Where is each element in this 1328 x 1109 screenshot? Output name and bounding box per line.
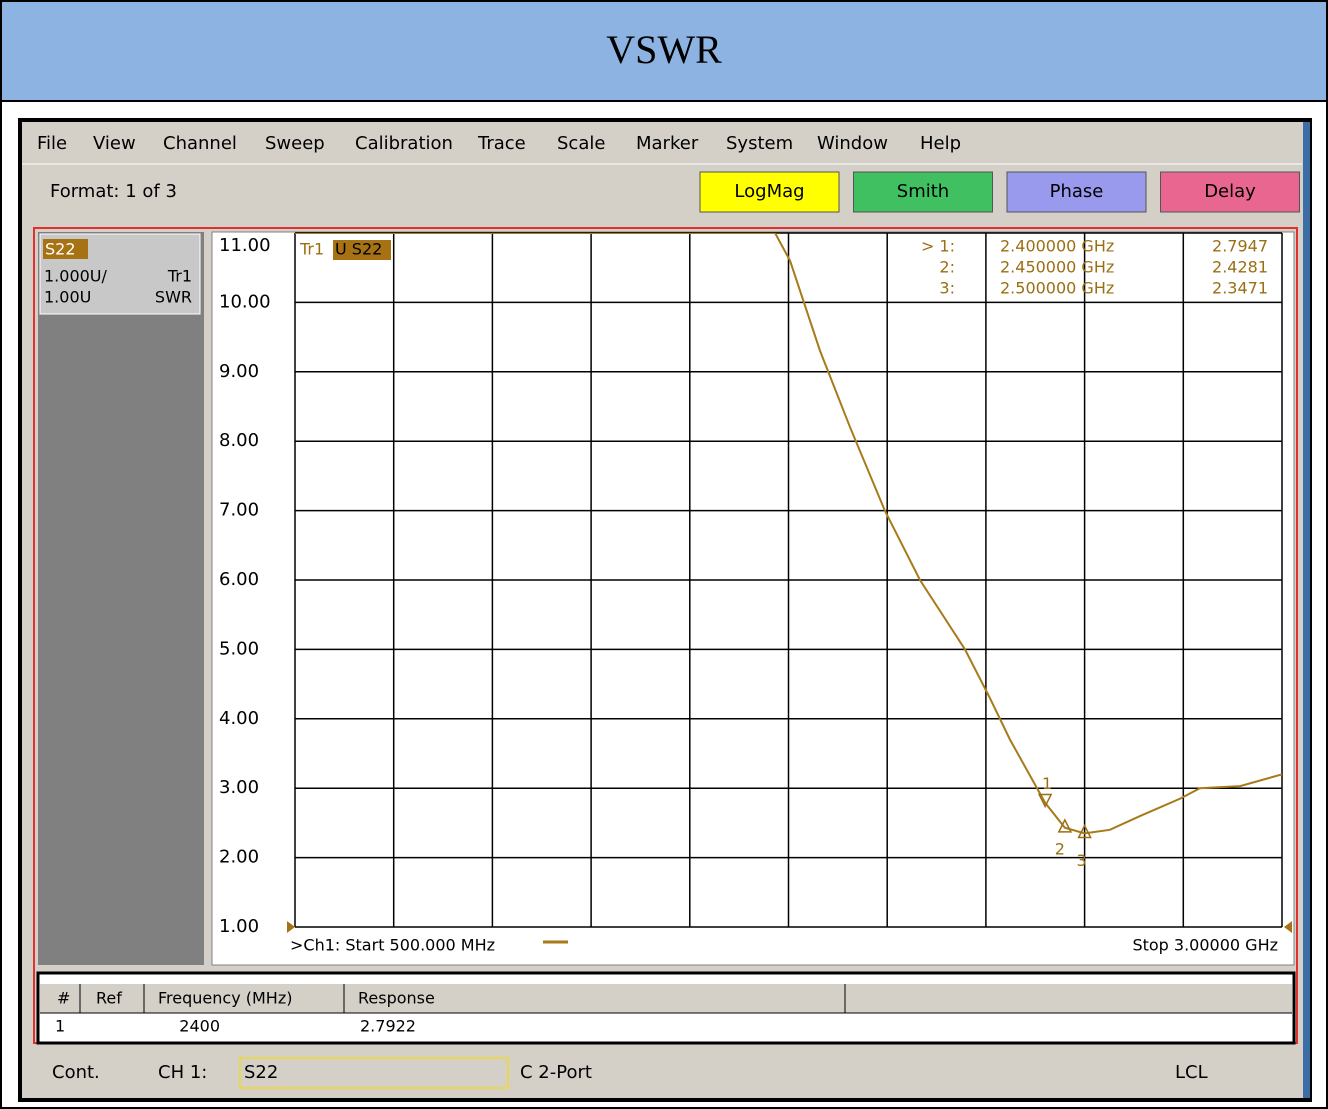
marker [1037, 793, 1053, 809]
menu-item[interactable]: View [93, 133, 136, 154]
y-tick-label: 2.00 [219, 847, 259, 868]
side-ref: 1.00U [44, 288, 91, 307]
menu-item[interactable]: Help [920, 133, 961, 154]
table-header: Frequency (MHz) [158, 989, 292, 1008]
side-scale: 1.000U/ [44, 267, 108, 286]
format-button[interactable] [1006, 171, 1147, 213]
format-button-label[interactable]: Smith [897, 181, 949, 202]
menu-item[interactable]: System [726, 133, 793, 154]
plot-area [211, 231, 1295, 966]
start-label: >Ch1: Start 500.000 MHz [290, 936, 495, 955]
marker-freq: 2.500000 GHz [1000, 279, 1114, 298]
menu-item[interactable]: Trace [477, 133, 526, 154]
y-tick-label: 10.00 [219, 291, 271, 312]
table-header: Ref [96, 989, 122, 1008]
format-button[interactable] [1160, 171, 1300, 213]
menu-item[interactable]: File [37, 133, 67, 154]
marker-number: 1 [1042, 774, 1052, 793]
table-header: # [57, 989, 70, 1008]
marker [1057, 818, 1073, 833]
marker-prefix: 3: [939, 279, 955, 298]
format-label: Format: 1 of 3 [50, 181, 177, 202]
y-tick-label: 6.00 [219, 569, 259, 590]
table-header-bg [40, 984, 1292, 1013]
trace-label: Tr1 [299, 240, 324, 259]
status-remote: LCL [1175, 1062, 1208, 1083]
y-tick-label: 5.00 [219, 638, 259, 659]
marker-value: 2.7947 [1212, 237, 1268, 256]
marker-freq: 2.400000 GHz [1000, 237, 1114, 256]
marker-number: 2 [1055, 839, 1065, 858]
table-cell: 2.7922 [360, 1017, 416, 1036]
side-trace: S22 [45, 240, 76, 259]
y-tick-label: 3.00 [219, 777, 259, 798]
marker-freq: 2.450000 GHz [1000, 258, 1114, 277]
menu-item[interactable]: Calibration [355, 133, 453, 154]
y-tick-label: 9.00 [219, 361, 259, 382]
menu-item[interactable]: Window [817, 133, 888, 154]
status-mode: Cont. [52, 1062, 100, 1083]
window-edge [1303, 122, 1310, 1098]
marker-value: 2.4281 [1212, 258, 1268, 277]
format-button-label[interactable]: LogMag [734, 181, 804, 202]
table-header: Response [358, 989, 435, 1008]
side-format: SWR [155, 288, 192, 307]
trace-line [295, 233, 1282, 835]
trace-tag-bg [333, 240, 391, 260]
marker-number: 3 [1077, 851, 1087, 870]
format-button[interactable] [699, 171, 840, 213]
param-box [239, 1057, 509, 1089]
menu-item[interactable]: Marker [636, 133, 699, 154]
format-button-label[interactable]: Phase [1050, 181, 1104, 202]
table-cell: 2400 [179, 1017, 220, 1036]
menu-item[interactable]: Sweep [265, 133, 325, 154]
y-tick-label: 8.00 [219, 430, 259, 451]
side-trace-highlight [43, 239, 88, 259]
ref-marker-left [287, 921, 295, 933]
ref-marker-right [1284, 921, 1292, 933]
y-tick-label: 7.00 [219, 500, 259, 521]
marker-prefix: 2: [939, 258, 955, 277]
table-cell: 1 [55, 1017, 65, 1036]
status-cal: C 2-Port [520, 1062, 592, 1083]
marker [1077, 823, 1092, 839]
format-button[interactable] [853, 171, 993, 213]
status-channel: CH 1: [158, 1062, 207, 1083]
side-panel [38, 232, 204, 965]
stop-label: Stop 3.00000 GHz [1132, 936, 1278, 955]
menu-item[interactable]: Channel [163, 133, 237, 154]
y-tick-label: 4.00 [219, 708, 259, 729]
trace-tag: U S22 [335, 240, 382, 259]
status-param: S22 [244, 1062, 278, 1083]
y-tick-label: 11.00 [219, 235, 271, 256]
side-trace-id: Tr1 [167, 267, 192, 286]
format-button-label[interactable]: Delay [1204, 181, 1256, 202]
header-band [0, 0, 1328, 102]
y-tick-label: 1.00 [219, 916, 259, 937]
menu-item[interactable]: Scale [557, 133, 605, 154]
marker-value: 2.3471 [1212, 279, 1268, 298]
marker-prefix: > 1: [921, 237, 955, 256]
header-title: VSWR [606, 27, 722, 72]
